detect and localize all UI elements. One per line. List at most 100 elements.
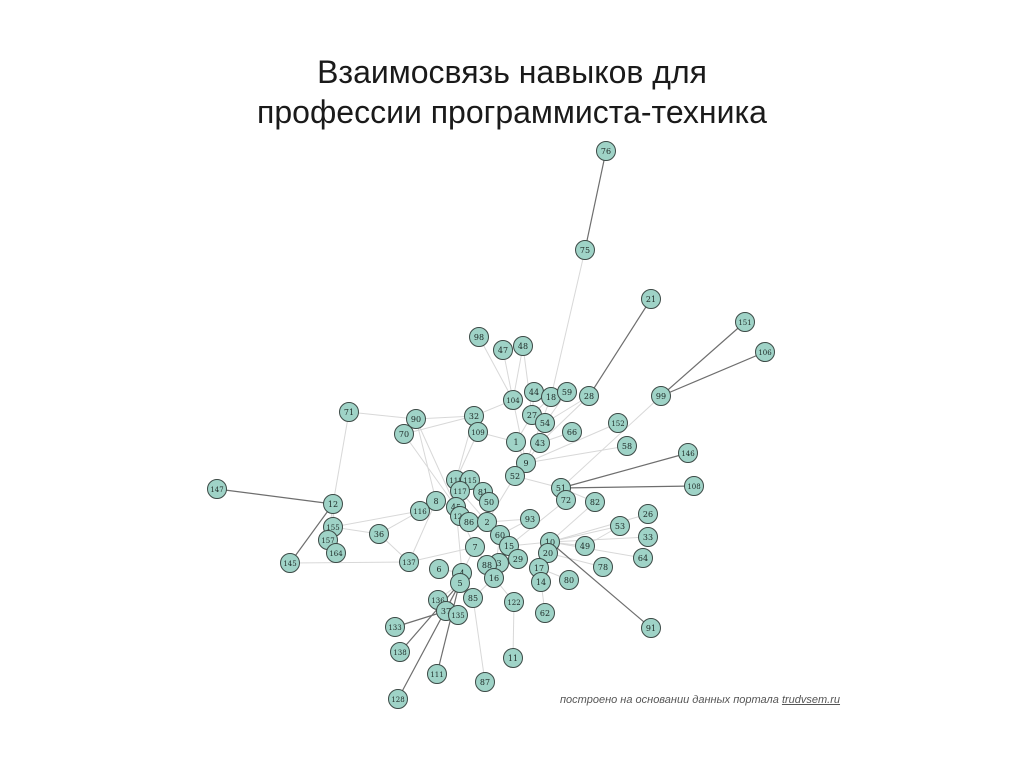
- graph-node[interactable]: 152: [608, 413, 628, 433]
- graph-node[interactable]: 147: [207, 479, 227, 499]
- graph-node[interactable]: 64: [633, 548, 653, 568]
- graph-node-label: 5: [457, 579, 462, 588]
- graph-node[interactable]: 50: [479, 492, 499, 512]
- graph-node[interactable]: 29: [508, 549, 528, 569]
- graph-node[interactable]: 12: [323, 494, 343, 514]
- graph-node[interactable]: 90: [406, 409, 426, 429]
- graph-node[interactable]: 43: [530, 433, 550, 453]
- graph-node-circle: [410, 501, 430, 521]
- graph-node[interactable]: 93: [520, 509, 540, 529]
- graph-node-label: 66: [567, 428, 577, 437]
- graph-node[interactable]: 58: [617, 436, 637, 456]
- graph-node[interactable]: 87: [475, 672, 495, 692]
- graph-node[interactable]: 72: [556, 490, 576, 510]
- graph-node[interactable]: 75: [575, 240, 595, 260]
- graph-node[interactable]: 62: [535, 603, 555, 623]
- graph-node[interactable]: 66: [562, 422, 582, 442]
- graph-node[interactable]: 47: [493, 340, 513, 360]
- source-link[interactable]: trudvsem.ru: [781, 694, 841, 706]
- graph-node-label: 133: [388, 624, 401, 632]
- graph-node[interactable]: 54: [535, 413, 555, 433]
- graph-node[interactable]: 82: [585, 492, 605, 512]
- graph-node-label: 151: [738, 319, 751, 327]
- graph-node[interactable]: 14: [531, 572, 551, 592]
- graph-node[interactable]: 8: [426, 491, 446, 511]
- graph-node-circle: [448, 605, 468, 625]
- graph-node[interactable]: 18: [541, 387, 561, 407]
- graph-node[interactable]: 20: [538, 543, 558, 563]
- graph-node-circle: [339, 402, 359, 422]
- graph-node[interactable]: 164: [326, 543, 346, 563]
- graph-node[interactable]: 151: [735, 312, 755, 332]
- graph-node[interactable]: 104: [503, 390, 523, 410]
- graph-edge-light: [472, 597, 486, 683]
- graph-node[interactable]: 98: [469, 327, 489, 347]
- graph-node-label: 8: [433, 497, 438, 506]
- graph-node-circle: [280, 553, 300, 573]
- graph-node[interactable]: 1: [506, 432, 526, 452]
- graph-node-label: 44: [529, 388, 539, 397]
- graph-node[interactable]: 122: [504, 592, 524, 612]
- graph-node[interactable]: 78: [593, 557, 613, 577]
- graph-node-label: 11: [508, 654, 518, 663]
- edges-dark-group: [216, 150, 766, 700]
- graph-node[interactable]: 146: [678, 443, 698, 463]
- graph-node-circle: [429, 559, 449, 579]
- graph-node[interactable]: 116: [410, 501, 430, 521]
- graph-node[interactable]: 99: [651, 386, 671, 406]
- graph-node[interactable]: 52: [505, 466, 525, 486]
- graph-node-circle: [463, 588, 483, 608]
- graph-node[interactable]: 5: [450, 573, 470, 593]
- graph-node[interactable]: 111: [427, 664, 447, 684]
- graph-node[interactable]: 91: [641, 618, 661, 638]
- graph-node[interactable]: 11: [503, 648, 523, 668]
- graph-edge-light: [549, 525, 621, 543]
- graph-node[interactable]: 85: [463, 588, 483, 608]
- graph-node[interactable]: 80: [559, 570, 579, 590]
- graph-node[interactable]: 49: [575, 536, 595, 556]
- graph-node-circle: [484, 568, 504, 588]
- graph-node[interactable]: 109: [468, 422, 488, 442]
- graph-node[interactable]: 7: [465, 537, 485, 557]
- graph-node[interactable]: 6: [429, 559, 449, 579]
- graph-node[interactable]: 48: [513, 336, 533, 356]
- graph-node[interactable]: 59: [557, 382, 577, 402]
- graph-node-circle: [575, 240, 595, 260]
- graph-node[interactable]: 36: [369, 524, 389, 544]
- graph-node[interactable]: 86: [459, 512, 479, 532]
- graph-node[interactable]: 133: [385, 617, 405, 637]
- graph-node-circle: [323, 494, 343, 514]
- graph-node[interactable]: 33: [638, 527, 658, 547]
- graph-node-label: 15: [504, 542, 514, 551]
- graph-node[interactable]: 108: [684, 476, 704, 496]
- graph-node-label: 106: [758, 349, 772, 357]
- graph-node-circle: [638, 527, 658, 547]
- graph-edge-dark: [660, 351, 766, 397]
- graph-edge-light: [415, 418, 437, 502]
- graph-node[interactable]: 44: [524, 382, 544, 402]
- graph-node[interactable]: 26: [638, 504, 658, 524]
- graph-node[interactable]: 71: [339, 402, 359, 422]
- graph-node-circle: [608, 413, 628, 433]
- graph-node-label: 9: [523, 459, 528, 468]
- graph-node[interactable]: 76: [596, 141, 616, 161]
- graph-node-circle: [638, 504, 658, 524]
- graph-node[interactable]: 70: [394, 424, 414, 444]
- graph-node[interactable]: 138: [390, 642, 410, 662]
- graph-node[interactable]: 16: [484, 568, 504, 588]
- graph-node[interactable]: 135: [448, 605, 468, 625]
- graph-node-circle: [477, 512, 497, 532]
- graph-node[interactable]: 2: [477, 512, 497, 532]
- graph-node[interactable]: 145: [280, 553, 300, 573]
- graph-node-circle: [493, 340, 513, 360]
- graph-edge-light: [289, 561, 410, 564]
- graph-node[interactable]: 53: [610, 516, 630, 536]
- graph-node[interactable]: 28: [579, 386, 599, 406]
- graph-node[interactable]: 128: [388, 689, 408, 709]
- graph-node[interactable]: 137: [399, 552, 419, 572]
- graph-node[interactable]: 9: [516, 453, 536, 473]
- graph-node[interactable]: 21: [641, 289, 661, 309]
- graph-node[interactable]: 106: [755, 342, 775, 362]
- graph-node-circle: [593, 557, 613, 577]
- graph-node-label: 64: [638, 554, 648, 563]
